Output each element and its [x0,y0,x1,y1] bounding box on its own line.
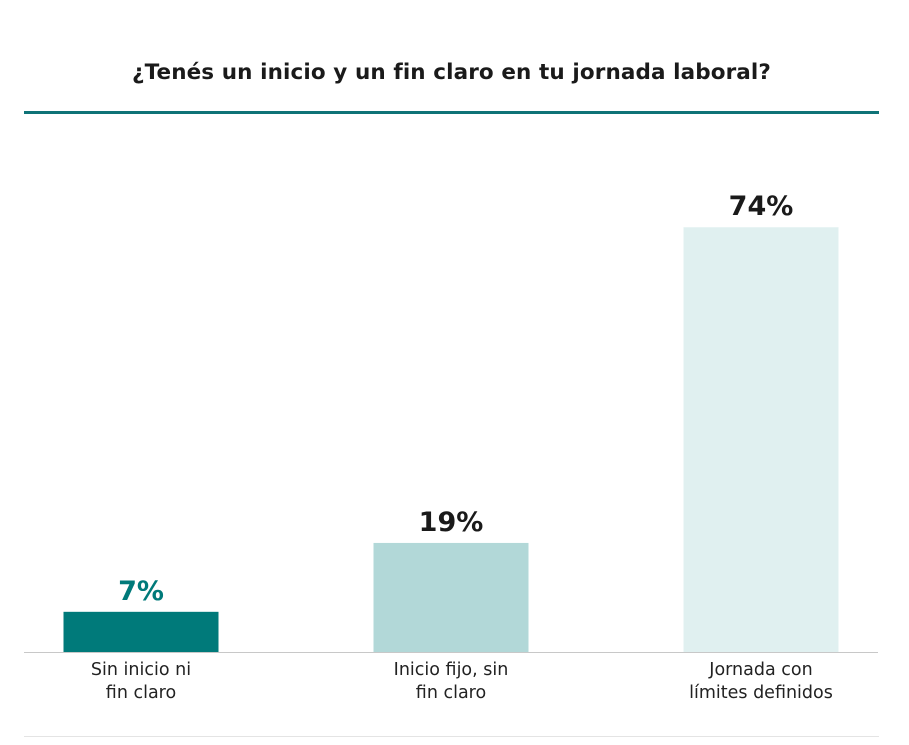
chart-title: ¿Tenés un inicio y un fin claro en tu jo… [132,60,771,85]
value-label-2: 19% [419,507,484,538]
category-label-2-line-1: Inicio fijo, sin [394,660,509,680]
category-label-3-line-2: límites definidos [689,683,833,703]
value-label-1: 7% [118,576,164,607]
bar-1 [63,611,219,652]
value-label-3: 74% [729,191,794,222]
category-label-3-line-1: Jornada con [708,660,812,680]
category-label-1-line-1: Sin inicio ni [91,660,191,680]
category-label-1-line-2: fin claro [106,683,176,703]
bar-3 [683,227,839,653]
bottom-divider [24,736,879,737]
category-label-2-line-2: fin claro [416,683,486,703]
bar-2 [373,542,529,652]
title-divider [24,111,879,114]
